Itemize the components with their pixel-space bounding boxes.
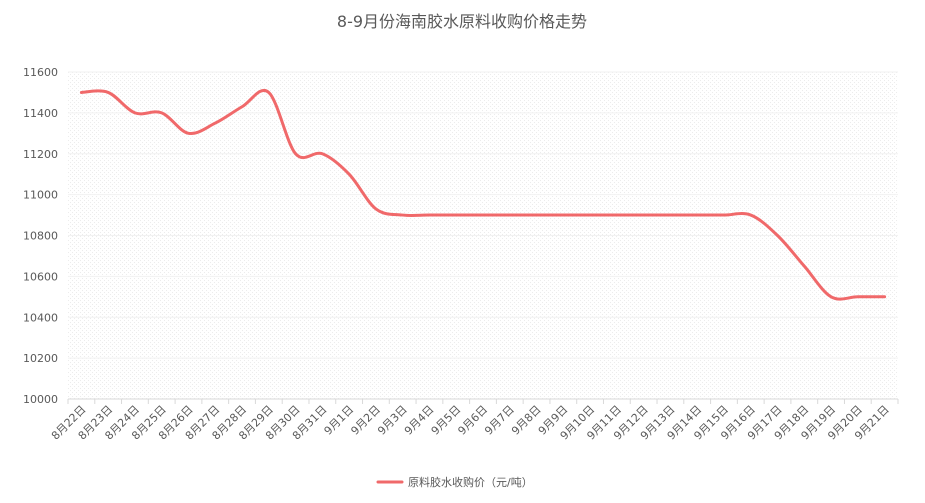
y-axis: 10000 10200 10400 10600 10800 11000 11200 11400… [23,66,58,406]
y-tick-label: 11200 [23,148,58,161]
legend: 原料胶水收购价（元/吨） [376,475,533,489]
y-tick-label: 10600 [23,270,58,283]
chart-title: 8-9月份海南胶水原料收购价格走势 [337,12,587,31]
legend-label: 原料胶水收购价（元/吨） [408,475,533,489]
y-tick-label: 11600 [23,66,58,79]
y-tick-label: 11400 [23,107,58,120]
series-layer [79,89,887,301]
y-tick-label: 10000 [23,393,58,406]
y-tick-label: 10800 [23,230,58,243]
y-tick-label: 10200 [23,352,58,365]
y-tick-label: 10400 [23,311,58,324]
series-line [79,89,887,301]
x-axis: 8月22日8月23日8月24日8月25日8月26日8月27日8月28日8月29日… [49,398,899,443]
gridlines [68,71,898,359]
y-tick-label: 11000 [23,189,58,202]
